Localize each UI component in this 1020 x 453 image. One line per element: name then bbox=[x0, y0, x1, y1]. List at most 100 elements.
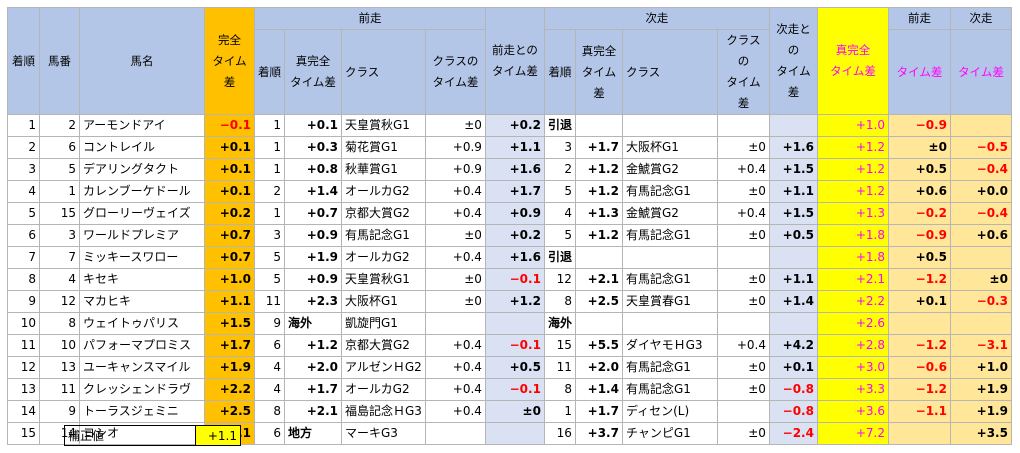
cell-next-classdiff bbox=[716, 400, 770, 423]
cell-horse-name: アーモンドアイ bbox=[79, 114, 205, 137]
cell-prev-diff: −0.1 bbox=[484, 378, 545, 401]
cell-timediff-next: +3.5 bbox=[949, 422, 1012, 445]
cell-prev-class: マーキG3 bbox=[341, 422, 426, 445]
cell-timediff-next: −0.4 bbox=[949, 202, 1012, 225]
subheader-chakujun-next: 着順 bbox=[543, 29, 576, 115]
cell-next-rank: 引退 bbox=[543, 246, 576, 269]
cell-prev-classdiff: +0.4 bbox=[424, 180, 486, 203]
cell-timediff-prev: −1.1 bbox=[887, 400, 951, 423]
cell-next-rank: 12 bbox=[543, 268, 576, 291]
cell-prev-class: 有馬記念G1 bbox=[341, 224, 426, 247]
cell-timediff-prev bbox=[887, 312, 951, 335]
cell-next-rank: 海外 bbox=[543, 312, 576, 335]
cell-shinkanzen: +1.2 bbox=[816, 180, 889, 203]
cell-prev-shinkanzen: +1.4 bbox=[284, 180, 342, 203]
cell-horse-name: ワールドプレミア bbox=[79, 224, 205, 247]
cell-timediff-prev: −0.6 bbox=[887, 356, 951, 379]
cell-timediff-prev: +0.5 bbox=[887, 158, 951, 181]
cell-kanzen: +0.7 bbox=[204, 246, 255, 269]
cell-rank: 12 bbox=[7, 356, 40, 379]
cell-next-class bbox=[621, 114, 718, 137]
cell-horse-name: クレッシェンドラヴ bbox=[79, 378, 205, 401]
table-row: 3 5 デアリングタクト +0.1 1 +0.8 秋華賞G1 +0.9 +1.6 2 +1.2 金鯱賞… bbox=[7, 158, 1012, 181]
subheader-class: クラス bbox=[341, 29, 426, 115]
cell-kanzen: +2.2 bbox=[204, 378, 255, 401]
cell-next-rank: 4 bbox=[543, 202, 576, 225]
cell-prev-shinkanzen: 海外 bbox=[284, 312, 342, 335]
cell-next-shinkanzen: +1.7 bbox=[574, 400, 623, 423]
cell-prev-diff bbox=[484, 312, 545, 335]
table-row: 1 2 アーモンドアイ −0.1 1 +0.1 天皇賞秋G1 ±0 +0.2 引退 +1.0 −0.9 bbox=[7, 114, 1012, 137]
cell-prev-rank: 11 bbox=[254, 290, 285, 313]
subheader-shinkanzen: 真完全 タイム差 bbox=[284, 29, 342, 115]
cell-next-rank: 引退 bbox=[543, 114, 576, 137]
cell-timediff-next: +1.9 bbox=[949, 400, 1012, 423]
table-row: 10 8 ウェイトゥパリス +1.5 9 海外 凱旋門G1 海外 +2.6 bbox=[7, 312, 1012, 335]
cell-umaban: 7 bbox=[39, 246, 80, 269]
cell-next-classdiff: +0.4 bbox=[716, 158, 770, 181]
cell-horse-name: パフォーマプロミス bbox=[79, 334, 205, 357]
cell-horse-name: ミッキースワロー bbox=[79, 246, 205, 269]
cell-umaban: 12 bbox=[39, 290, 80, 313]
subheader-shinkanzen-next: 真完全 タイム差 bbox=[574, 29, 623, 115]
cell-rank: 1 bbox=[7, 114, 40, 137]
cell-next-diff: +1.1 bbox=[768, 268, 818, 291]
cell-prev-rank: 1 bbox=[254, 136, 285, 159]
cell-prev-classdiff: +0.9 bbox=[424, 136, 486, 159]
cell-next-diff: +1.4 bbox=[768, 290, 818, 313]
cell-next-diff: +1.6 bbox=[768, 136, 818, 159]
cell-next-class: チャンピG1 bbox=[621, 422, 718, 445]
cell-rank: 7 bbox=[7, 246, 40, 269]
header-zenso: 前走 bbox=[254, 7, 486, 30]
cell-timediff-next: +0.0 bbox=[949, 180, 1012, 203]
cell-prev-diff: ±0 bbox=[484, 400, 545, 423]
cell-rank: 4 bbox=[7, 180, 40, 203]
cell-rank: 6 bbox=[7, 224, 40, 247]
cell-prev-rank: 1 bbox=[254, 114, 285, 137]
cell-shinkanzen: +1.0 bbox=[816, 114, 889, 137]
cell-timediff-prev: −1.2 bbox=[887, 268, 951, 291]
cell-prev-shinkanzen: +2.3 bbox=[284, 290, 342, 313]
cell-prev-classdiff: +0.4 bbox=[424, 356, 486, 379]
cell-next-class: 金鯱賞G2 bbox=[621, 158, 718, 181]
cell-prev-classdiff: ±0 bbox=[424, 268, 486, 291]
cell-umaban: 8 bbox=[39, 312, 80, 335]
cell-next-rank: 11 bbox=[543, 356, 576, 379]
cell-prev-shinkanzen: +2.1 bbox=[284, 400, 342, 423]
cell-prev-rank: 1 bbox=[254, 202, 285, 225]
cell-next-classdiff bbox=[716, 246, 770, 269]
cell-next-class: 有馬記念G1 bbox=[621, 268, 718, 291]
cell-next-shinkanzen: +1.4 bbox=[574, 378, 623, 401]
cell-next-rank: 3 bbox=[543, 136, 576, 159]
cell-timediff-prev: ±0 bbox=[887, 136, 951, 159]
cell-next-rank: 5 bbox=[543, 180, 576, 203]
cell-shinkanzen: +3.6 bbox=[816, 400, 889, 423]
cell-timediff-prev: +0.6 bbox=[887, 180, 951, 203]
cell-next-diff: +1.5 bbox=[768, 202, 818, 225]
cell-prev-class: 秋華賞G1 bbox=[341, 158, 426, 181]
cell-prev-shinkanzen: +1.9 bbox=[284, 246, 342, 269]
cell-timediff-prev: −0.9 bbox=[887, 114, 951, 137]
cell-rank: 10 bbox=[7, 312, 40, 335]
cell-prev-diff: +0.5 bbox=[484, 356, 545, 379]
cell-prev-shinkanzen: +2.0 bbox=[284, 356, 342, 379]
cell-shinkanzen: +1.2 bbox=[816, 136, 889, 159]
cell-prev-classdiff: ±0 bbox=[424, 114, 486, 137]
cell-shinkanzen: +7.2 bbox=[816, 422, 889, 445]
cell-next-rank: 16 bbox=[543, 422, 576, 445]
cell-shinkanzen: +3.3 bbox=[816, 378, 889, 401]
cell-timediff-prev bbox=[887, 422, 951, 445]
cell-shinkanzen: +2.8 bbox=[816, 334, 889, 357]
table-row: 9 12 マカヒキ +1.1 11 +2.3 大阪杯G1 ±0 +1.2 8 +2.5 天皇賞春G1 ±… bbox=[7, 290, 1012, 313]
cell-prev-shinkanzen: +0.9 bbox=[284, 224, 342, 247]
cell-kanzen: +1.5 bbox=[204, 312, 255, 335]
cell-prev-rank: 4 bbox=[254, 356, 285, 379]
cell-prev-diff bbox=[484, 422, 545, 445]
cell-shinkanzen: +2.1 bbox=[816, 268, 889, 291]
cell-next-diff: −0.8 bbox=[768, 400, 818, 423]
cell-umaban: 13 bbox=[39, 356, 80, 379]
subheader-class-next: クラス bbox=[621, 29, 718, 115]
header-jiso-diff: 次走との タイム差 bbox=[768, 7, 818, 115]
cell-timediff-next bbox=[949, 114, 1012, 137]
cell-prev-rank: 2 bbox=[254, 180, 285, 203]
